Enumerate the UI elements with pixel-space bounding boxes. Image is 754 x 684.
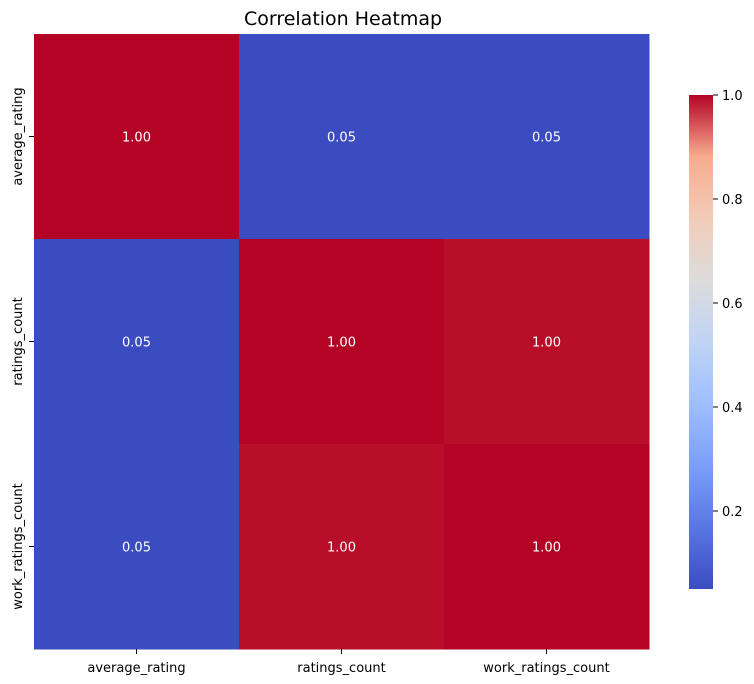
heatmap-cell [34, 239, 240, 445]
y-tick-label: work_ratings_count [11, 483, 26, 609]
y-tick-label: ratings_count [11, 297, 26, 385]
colorbar-tick-label: 0.4 [722, 401, 743, 416]
x-tick-label: average_rating [87, 661, 185, 676]
x-tick-label: work_ratings_count [483, 661, 609, 676]
cell-value-label: 1.00 [532, 541, 561, 556]
heatmap-cell [34, 34, 240, 240]
x-tick-label: ratings_count [297, 661, 385, 676]
cell-value-label: 0.05 [122, 336, 151, 351]
heatmap-cell [444, 239, 650, 445]
cell-value-label: 0.05 [532, 131, 561, 146]
cell-value-label: 1.00 [327, 336, 356, 351]
heatmap-cell [444, 444, 650, 650]
x-axis-ticks: average_rating ratings_count work_ratings_… [87, 649, 610, 676]
colorbar: 0.2 0.4 0.6 0.8 1.0 [689, 89, 743, 589]
heatmap-cell [239, 444, 445, 650]
heatmap-cells: 1.00 0.05 0.05 0.05 1.00 1.00 0.05 1.00 1.00 [34, 34, 650, 650]
heatmap-cell [34, 444, 240, 650]
cell-value-label: 1.00 [122, 131, 151, 146]
y-axis-ticks: average_rating ratings_count work_ratings_… [11, 87, 34, 610]
cell-value-label: 0.05 [122, 541, 151, 556]
heatmap-cell [239, 34, 445, 240]
heatmap-cell [444, 34, 650, 240]
cell-value-label: 1.00 [327, 541, 356, 556]
cell-value-label: 0.05 [327, 131, 356, 146]
chart-title: Correlation Heatmap [244, 8, 442, 30]
colorbar-tick-label: 1.0 [722, 89, 743, 104]
cell-value-label: 1.00 [532, 336, 561, 351]
heatmap-cell [239, 239, 445, 445]
colorbar-gradient [689, 95, 713, 589]
y-tick-label: average_rating [11, 87, 26, 185]
colorbar-tick-label: 0.2 [722, 505, 743, 520]
colorbar-tick-label: 0.6 [722, 297, 743, 312]
colorbar-tick-label: 0.8 [722, 193, 743, 208]
